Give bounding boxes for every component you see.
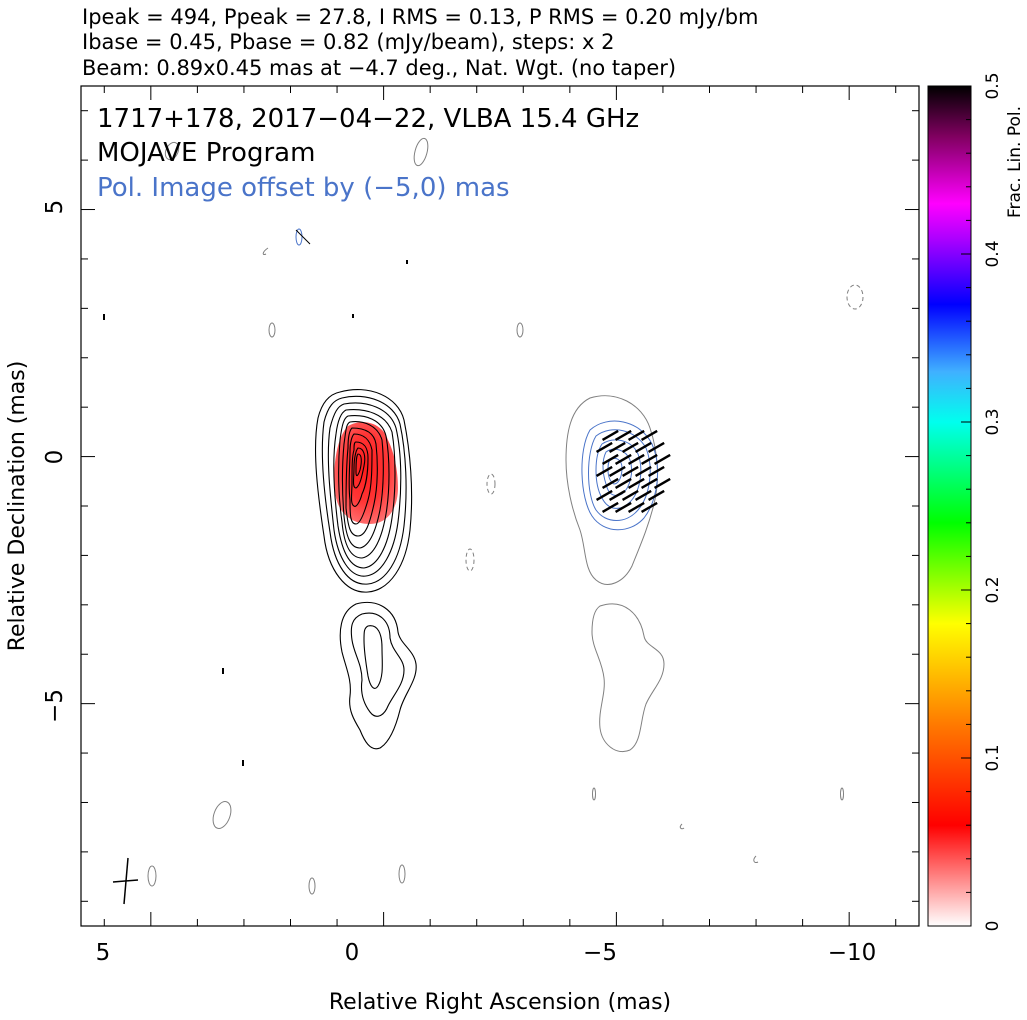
evpa-vector: [608, 441, 626, 453]
evpa-vector: [647, 489, 665, 501]
colorbar-tick-label-0.3: 0.3: [983, 408, 1003, 435]
x-tick-label-minus5: −5: [583, 940, 617, 966]
pol-offset-annotation: Pol. Image offset by (−5,0) mas: [97, 173, 510, 203]
x-tick-label-5: 5: [96, 940, 111, 966]
colorbar-label: Frac. Lin. Pol.: [1005, 106, 1025, 218]
evpa-vector: [614, 453, 632, 465]
y-tick-label-0: 0: [42, 450, 68, 465]
evpa-vector: [621, 441, 639, 453]
evpa-vector: [595, 441, 613, 453]
noise-dots: [103, 260, 408, 766]
evpa-vector: [640, 453, 658, 465]
evpa-vector: [601, 477, 619, 489]
colorbar-tick-label-0.1: 0.1: [983, 744, 1003, 771]
colorbar-ticks: [961, 85, 971, 927]
negative-contours: [465, 284, 864, 572]
evpa-vector: [627, 429, 645, 441]
evpa-vector: [640, 429, 658, 441]
source-annotation: 1717+178, 2017−04−22, VLBA 15.4 GHz: [97, 104, 639, 134]
evpa-vector: [601, 453, 619, 465]
evpa-vector: [640, 501, 658, 513]
y-axis-label: Relative Declination (mas): [5, 361, 30, 652]
evpa-vector: [634, 441, 652, 453]
pol-image-contours: [565, 395, 665, 752]
evpa-vector: [601, 501, 619, 513]
evpa-vector: [634, 489, 652, 501]
evpa-vector: [608, 489, 626, 501]
evpa-vector: [621, 489, 639, 501]
evpa-vector: [634, 465, 652, 477]
x-tick-label-0: 0: [345, 940, 360, 966]
plot-frame: [80, 85, 920, 927]
header-line-3: Beam: 0.89x0.45 mas at −4.7 deg., Nat. W…: [82, 56, 676, 80]
evpa-vector: [614, 429, 632, 441]
jet-contours: [339, 602, 417, 750]
evpa-vector: [647, 441, 665, 453]
core-contours: [314, 388, 413, 593]
program-annotation: MOJAVE Program: [97, 138, 315, 168]
evpa-vector: [595, 489, 613, 501]
evpa-vector: [614, 477, 632, 489]
colorbar-tick-label-0.5: 0.5: [983, 72, 1003, 99]
evpa-vector: [627, 453, 645, 465]
evpa-vector: [614, 501, 632, 513]
evpa-vector: [608, 465, 626, 477]
evpa-vector: [647, 465, 665, 477]
y-tick-label-5: 5: [42, 200, 68, 215]
y-tick-label-minus5: −5: [42, 689, 68, 723]
header-line-1: Ipeak = 494, Ppeak = 27.8, I RMS = 0.13,…: [82, 5, 759, 29]
noise-contours: [147, 137, 844, 895]
x-tick-label-minus10: −10: [828, 940, 877, 966]
y-axis-ticks: [81, 110, 919, 902]
evpa-vector: [621, 465, 639, 477]
colorbar: [927, 85, 972, 927]
beam-cross: [112, 857, 139, 905]
evpa-vector: [595, 465, 613, 477]
evpa-vector: [627, 477, 645, 489]
colorbar-tick-label-0.4: 0.4: [983, 240, 1003, 267]
evpa-vectors: [595, 429, 671, 513]
x-axis-label: Relative Right Ascension (mas): [329, 990, 671, 1015]
evpa-vector: [653, 477, 671, 489]
header-line-2: Ibase = 0.45, Pbase = 0.82 (mJy/beam), s…: [82, 30, 614, 54]
evpa-vector: [640, 477, 658, 489]
x-axis-ticks: [103, 86, 897, 926]
evpa-vector: [653, 453, 671, 465]
evpa-vector: [627, 501, 645, 513]
evpa-vector: [601, 429, 619, 441]
colorbar-tick-label-0: 0: [983, 921, 1003, 932]
colorbar-tick-label-0.2: 0.2: [983, 576, 1003, 603]
